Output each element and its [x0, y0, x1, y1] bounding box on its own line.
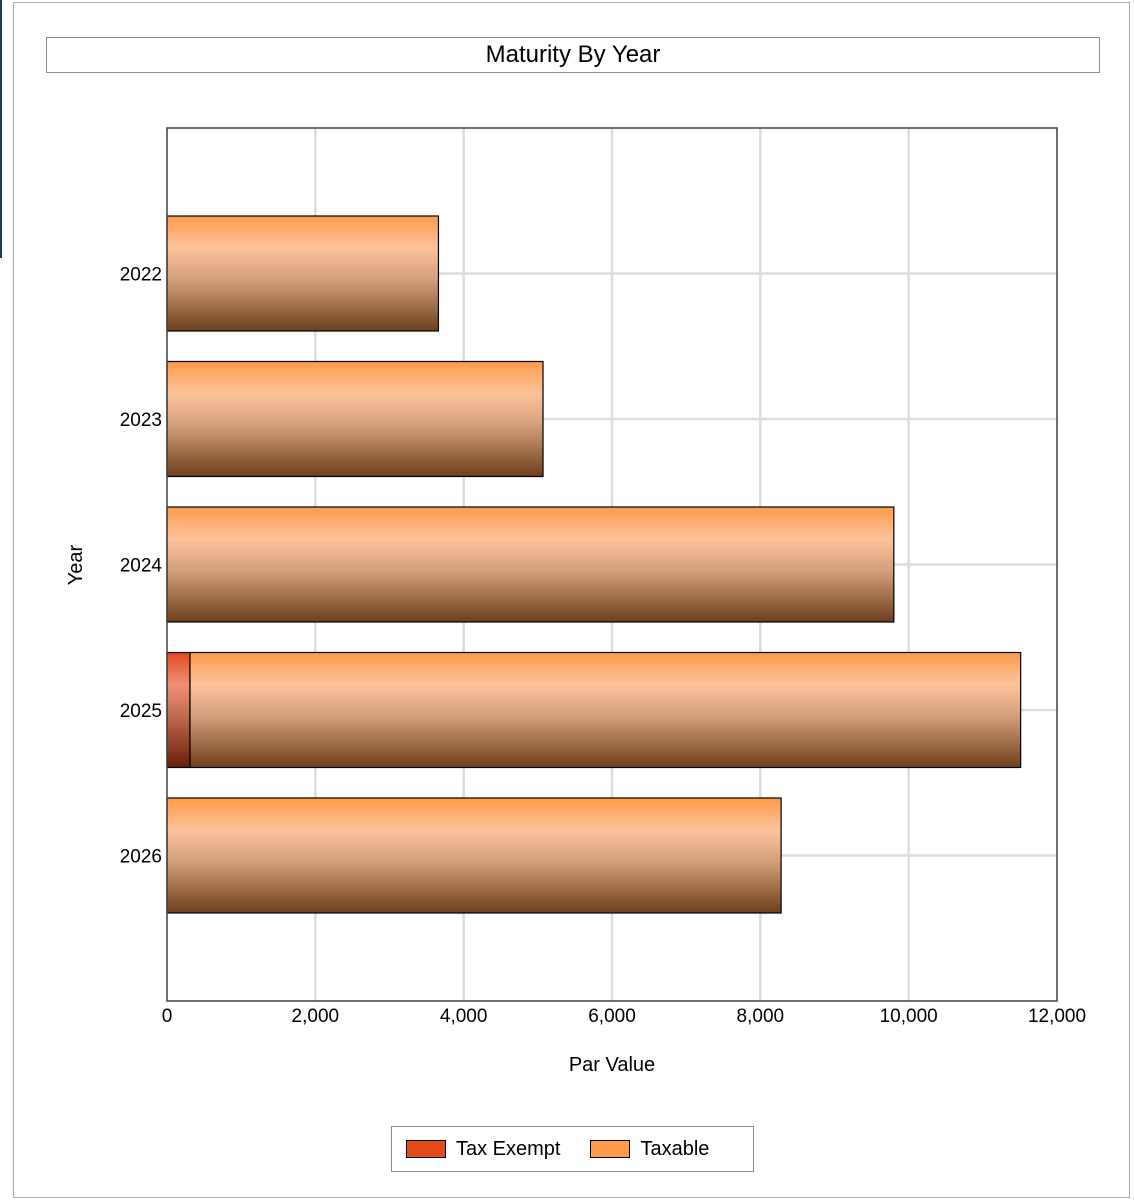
- x-tick-label: 6,000: [588, 1006, 636, 1027]
- legend-swatch-tax-exempt: [406, 1140, 446, 1158]
- y-tick-label: 2022: [120, 265, 162, 286]
- legend-label-taxable: Taxable: [640, 1137, 710, 1160]
- legend-label-tax-exempt: Tax Exempt: [456, 1137, 561, 1160]
- bar-taxable-2026: [166, 797, 782, 914]
- x-tick-label: 12,000: [1028, 1006, 1086, 1027]
- legend-item-taxable: Taxable: [590, 1138, 709, 1161]
- window-edge: [0, 0, 2, 258]
- bar-taxable-2023: [166, 360, 544, 478]
- bar-tax-exempt-2025: [166, 651, 191, 769]
- bar-taxable-2024: [166, 506, 895, 623]
- x-tick-label: 0: [162, 1006, 173, 1027]
- legend-item-tax-exempt: Tax Exempt: [406, 1138, 560, 1161]
- x-tick-label: 2,000: [292, 1006, 340, 1027]
- bar-taxable-2025: [189, 651, 1022, 769]
- x-axis-label: Par Value: [569, 1054, 655, 1076]
- chart-title: Maturity By Year: [46, 37, 1100, 73]
- y-tick-label: 2026: [120, 847, 162, 868]
- x-tick-label: 8,000: [737, 1006, 785, 1027]
- chart-frame: [13, 2, 1130, 1198]
- legend: Tax Exempt Taxable: [391, 1126, 754, 1172]
- bar-taxable-2022: [166, 215, 440, 332]
- x-tick-label: 10,000: [880, 1006, 938, 1027]
- y-tick-label: 2023: [120, 410, 162, 431]
- y-axis-label: Year: [65, 544, 87, 585]
- plot-area-border: [166, 127, 1058, 1002]
- y-tick-label: 2024: [120, 556, 163, 577]
- legend-swatch-taxable: [590, 1140, 631, 1158]
- x-tick-label: 4,000: [440, 1006, 488, 1027]
- y-tick-label: 2025: [120, 701, 162, 722]
